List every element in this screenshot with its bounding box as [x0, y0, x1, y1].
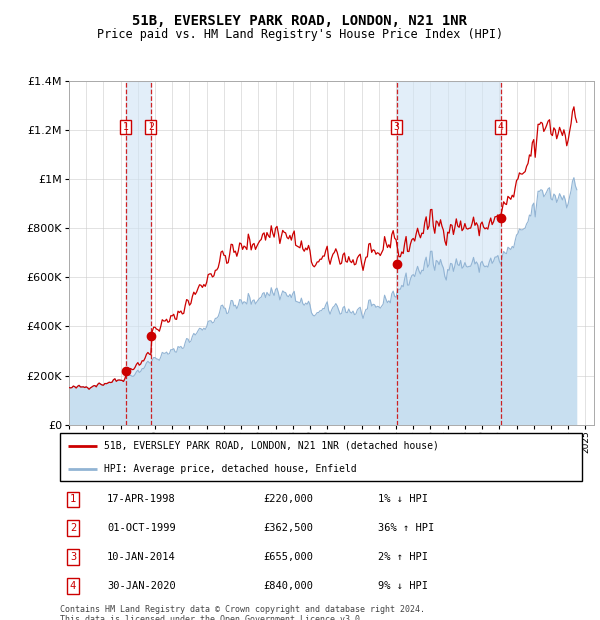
Text: 4: 4	[498, 122, 503, 132]
Text: 1% ↓ HPI: 1% ↓ HPI	[379, 495, 428, 505]
Text: £220,000: £220,000	[263, 495, 314, 505]
Text: £655,000: £655,000	[263, 552, 314, 562]
Text: HPI: Average price, detached house, Enfield: HPI: Average price, detached house, Enfi…	[104, 464, 357, 474]
Text: 1: 1	[122, 122, 128, 132]
Text: 10-JAN-2014: 10-JAN-2014	[107, 552, 176, 562]
Text: 01-OCT-1999: 01-OCT-1999	[107, 523, 176, 533]
Text: 4: 4	[70, 581, 76, 591]
Text: £362,500: £362,500	[263, 523, 314, 533]
Text: £840,000: £840,000	[263, 581, 314, 591]
Text: 1: 1	[70, 495, 76, 505]
Text: 3: 3	[394, 122, 400, 132]
Text: 17-APR-1998: 17-APR-1998	[107, 495, 176, 505]
Text: 2: 2	[148, 122, 154, 132]
Text: Contains HM Land Registry data © Crown copyright and database right 2024.
This d: Contains HM Land Registry data © Crown c…	[60, 604, 425, 620]
Text: 9% ↓ HPI: 9% ↓ HPI	[379, 581, 428, 591]
Text: 2: 2	[70, 523, 76, 533]
FancyBboxPatch shape	[60, 433, 582, 481]
Bar	[125, 81, 151, 425]
Text: Price paid vs. HM Land Registry's House Price Index (HPI): Price paid vs. HM Land Registry's House …	[97, 28, 503, 41]
Text: 36% ↑ HPI: 36% ↑ HPI	[379, 523, 434, 533]
Bar	[397, 81, 501, 425]
Text: 3: 3	[70, 552, 76, 562]
Text: 51B, EVERSLEY PARK ROAD, LONDON, N21 1NR: 51B, EVERSLEY PARK ROAD, LONDON, N21 1NR	[133, 14, 467, 28]
Text: 51B, EVERSLEY PARK ROAD, LONDON, N21 1NR (detached house): 51B, EVERSLEY PARK ROAD, LONDON, N21 1NR…	[104, 441, 439, 451]
Text: 2% ↑ HPI: 2% ↑ HPI	[379, 552, 428, 562]
Text: 30-JAN-2020: 30-JAN-2020	[107, 581, 176, 591]
